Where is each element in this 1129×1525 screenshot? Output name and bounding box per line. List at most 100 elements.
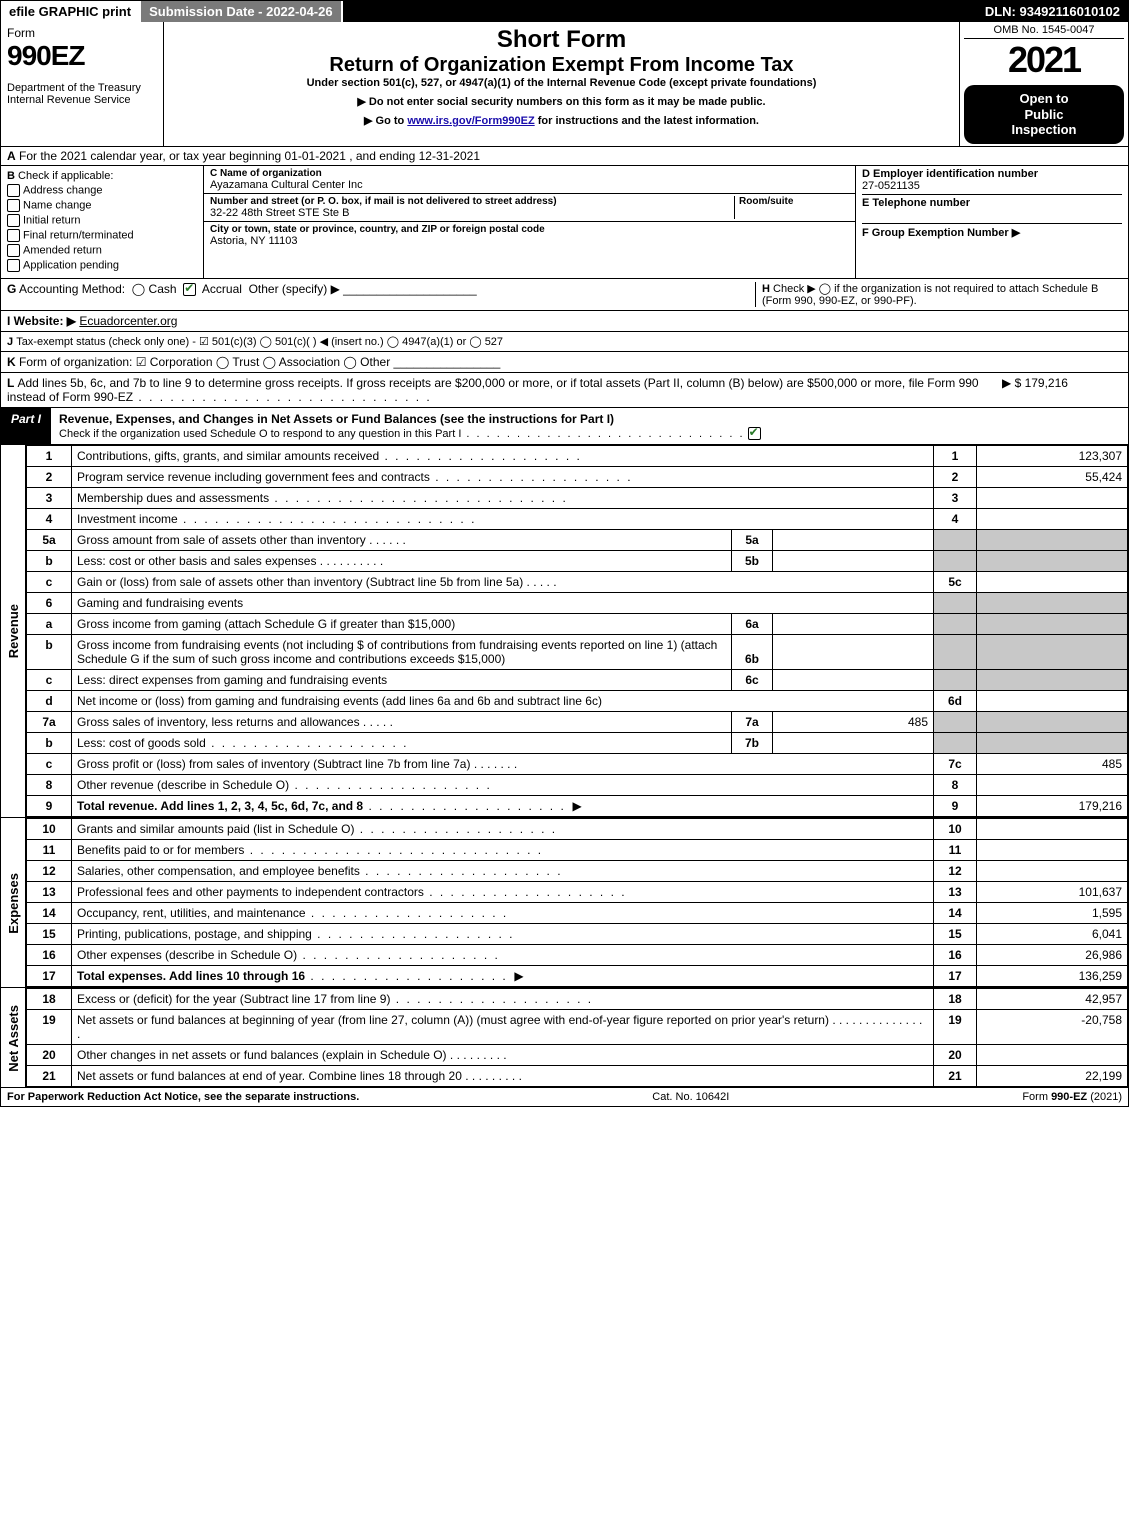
open-line1: Open to <box>968 91 1120 107</box>
line-7b: bLess: cost of goods sold7b <box>27 733 1128 754</box>
room-hd: Room/suite <box>739 196 849 207</box>
form-header: Form 990EZ Department of the Treasury In… <box>1 22 1128 147</box>
open-to-public-badge: Open to Public Inspection <box>964 85 1124 144</box>
form-990ez-page: efile GRAPHIC print Submission Date - 20… <box>0 0 1129 1107</box>
line-3: 3Membership dues and assessments3 <box>27 488 1128 509</box>
netassets-table: 18Excess or (deficit) for the year (Subt… <box>26 988 1128 1087</box>
bcd-block: B Check if applicable: Address change Na… <box>1 166 1128 279</box>
j-text: Tax-exempt status (check only one) - ☑ 5… <box>16 336 503 348</box>
chk-amended-return[interactable]: Amended return <box>7 244 197 257</box>
g-cash: Cash <box>149 282 177 296</box>
footer-catno: Cat. No. 10642I <box>652 1091 729 1103</box>
line-6b: bGross income from fundraising events (n… <box>27 635 1128 670</box>
line-7c: cGross profit or (loss) from sales of in… <box>27 754 1128 775</box>
line-20: 20Other changes in net assets or fund ba… <box>27 1045 1128 1066</box>
goto-pre: ▶ Go to <box>364 115 407 127</box>
open-line3: Inspection <box>968 122 1120 138</box>
tax-year: 2021 <box>964 39 1124 81</box>
section-c: C Name of organization Ayazamana Cultura… <box>204 166 855 278</box>
c-name-hd: Name of organization <box>220 168 322 179</box>
topbar-spacer <box>343 1 977 22</box>
l-amount: ▶ $ 179,216 <box>1002 376 1122 404</box>
revenue-side-label: Revenue <box>1 445 26 817</box>
line-6d: dNet income or (loss) from gaming and fu… <box>27 691 1128 712</box>
e-phone-hd: E Telephone number <box>862 194 1122 209</box>
part1-title: Revenue, Expenses, and Changes in Net As… <box>51 408 1128 445</box>
h-text: Check ▶ ◯ if the organization is not req… <box>762 283 1098 307</box>
b-label: Check if applicable: <box>18 170 113 182</box>
part1-schedule-o-check <box>748 427 761 440</box>
line-18: 18Excess or (deficit) for the year (Subt… <box>27 989 1128 1010</box>
line-7a: 7aGross sales of inventory, less returns… <box>27 712 1128 733</box>
line-6: 6Gaming and fundraising events <box>27 593 1128 614</box>
irs-link[interactable]: www.irs.gov/Form990EZ <box>407 115 534 127</box>
open-line2: Public <box>968 107 1120 123</box>
chk-initial-return[interactable]: Initial return <box>7 214 197 227</box>
c-street-block: Number and street (or P. O. box, if mail… <box>204 194 855 222</box>
line-21: 21Net assets or fund balances at end of … <box>27 1066 1128 1087</box>
line-10: 10Grants and similar amounts paid (list … <box>27 819 1128 840</box>
line-15: 15Printing, publications, postage, and s… <box>27 924 1128 945</box>
g-accrual: Accrual <box>202 282 242 296</box>
line-a-text: For the 2021 calendar year, or tax year … <box>19 149 480 163</box>
chk-address-change[interactable]: Address change <box>7 184 197 197</box>
c-name-block: C Name of organization Ayazamana Cultura… <box>204 166 855 194</box>
line-2: 2Program service revenue including gover… <box>27 467 1128 488</box>
expenses-table: 10Grants and similar amounts paid (list … <box>26 818 1128 987</box>
row-j: J Tax-exempt status (check only one) - ☑… <box>1 332 1128 352</box>
part1-sub: Check if the organization used Schedule … <box>59 428 764 440</box>
row-k: K Form of organization: ☑ Corporation ◯ … <box>1 352 1128 373</box>
footer-formref: Form 990-EZ (2021) <box>1022 1091 1122 1103</box>
omb-number: OMB No. 1545-0047 <box>964 24 1124 39</box>
under-section: Under section 501(c), 527, or 4947(a)(1)… <box>170 77 953 89</box>
short-form-title: Short Form <box>170 26 953 54</box>
line-8: 8Other revenue (describe in Schedule O)8 <box>27 775 1128 796</box>
chk-final-return[interactable]: Final return/terminated <box>7 229 197 242</box>
section-b: B Check if applicable: Address change Na… <box>1 166 204 278</box>
section-def: D Employer identification number 27-0521… <box>855 166 1128 278</box>
line-11: 11Benefits paid to or for members11 <box>27 840 1128 861</box>
line-1: 1Contributions, gifts, grants, and simil… <box>27 446 1128 467</box>
line-13: 13Professional fees and other payments t… <box>27 882 1128 903</box>
header-left: Form 990EZ Department of the Treasury In… <box>1 22 164 146</box>
part1-tag: Part I <box>1 408 51 445</box>
part1-bar: Part I Revenue, Expenses, and Changes in… <box>1 408 1128 445</box>
line-19: 19Net assets or fund balances at beginni… <box>27 1010 1128 1045</box>
chk-name-change[interactable]: Name change <box>7 199 197 212</box>
efile-label: efile GRAPHIC print <box>1 1 141 22</box>
netassets-side-label: Net Assets <box>1 988 26 1087</box>
form-number: 990EZ <box>7 40 157 72</box>
f-group-hd: F Group Exemption Number ▶ <box>862 223 1122 239</box>
header-center: Short Form Return of Organization Exempt… <box>164 22 959 146</box>
dln: DLN: 93492116010102 <box>977 1 1128 22</box>
k-text: Form of organization: ☑ Corporation ◯ Tr… <box>19 355 390 369</box>
line-6c: cLess: direct expenses from gaming and f… <box>27 670 1128 691</box>
netassets-section: Net Assets 18Excess or (deficit) for the… <box>1 987 1128 1087</box>
org-city: Astoria, NY 11103 <box>210 235 849 247</box>
header-right: OMB No. 1545-0047 2021 Open to Public In… <box>959 22 1128 146</box>
expenses-side-label: Expenses <box>1 818 26 987</box>
c-street-hd: Number and street (or P. O. box, if mail… <box>210 196 734 207</box>
row-l: L Add lines 5b, 6c, and 7b to line 9 to … <box>1 373 1128 408</box>
line-16: 16Other expenses (describe in Schedule O… <box>27 945 1128 966</box>
page-footer: For Paperwork Reduction Act Notice, see … <box>1 1087 1128 1106</box>
line-5b: bLess: cost or other basis and sales exp… <box>27 551 1128 572</box>
g-label: Accounting Method: <box>19 282 125 296</box>
h-schedule-b: H Check ▶ ◯ if the organization is not r… <box>755 282 1122 307</box>
g-other: Other (specify) ▶ <box>249 282 340 296</box>
c-city-block: City or town, state or province, country… <box>204 222 855 249</box>
g-accounting: G Accounting Method: ◯ Cash Accrual Othe… <box>7 282 755 307</box>
line-14: 14Occupancy, rent, utilities, and mainte… <box>27 903 1128 924</box>
chk-application-pending[interactable]: Application pending <box>7 259 197 272</box>
goto-post: for instructions and the latest informat… <box>535 115 759 127</box>
website-value: Ecuadorcenter.org <box>79 314 177 328</box>
form-word: Form <box>7 26 157 40</box>
org-name: Ayazamana Cultural Center Inc <box>210 179 849 191</box>
row-gh: G Accounting Method: ◯ Cash Accrual Othe… <box>1 279 1128 311</box>
line-5a: 5aGross amount from sale of assets other… <box>27 530 1128 551</box>
efile-topbar: efile GRAPHIC print Submission Date - 20… <box>1 1 1128 22</box>
goto-note: ▶ Go to www.irs.gov/Form990EZ for instru… <box>170 114 953 127</box>
c-city-hd: City or town, state or province, country… <box>210 224 849 235</box>
line-17: 17Total expenses. Add lines 10 through 1… <box>27 966 1128 987</box>
org-street: 32-22 48th Street STE Ste B <box>210 207 734 219</box>
